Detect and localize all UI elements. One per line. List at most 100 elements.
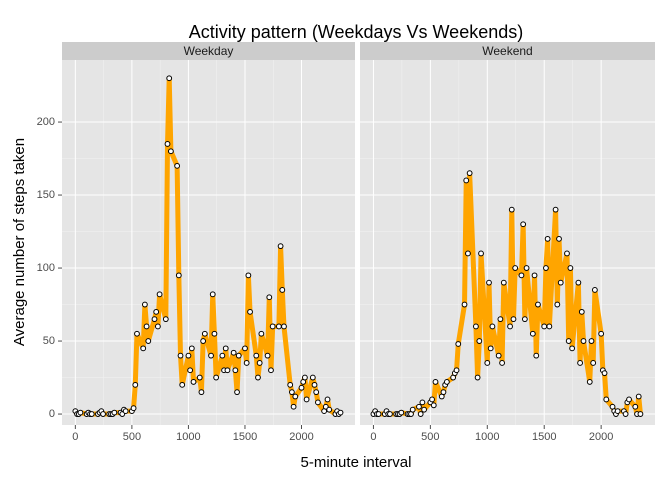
point — [88, 411, 95, 417]
x-tick-label: 1000 — [475, 431, 499, 443]
point — [247, 308, 253, 315]
x-tick-label: 0 — [72, 431, 78, 443]
point — [586, 379, 593, 385]
point — [292, 393, 299, 400]
point — [588, 338, 595, 344]
point — [554, 301, 561, 308]
point — [546, 323, 553, 330]
point — [614, 408, 621, 415]
point — [440, 389, 447, 396]
strip-background — [62, 42, 355, 60]
point — [512, 265, 519, 271]
point — [432, 379, 439, 385]
panel-background — [360, 60, 655, 425]
point — [190, 379, 197, 385]
point — [256, 360, 263, 366]
point — [264, 352, 271, 359]
strip-label: Weekday — [184, 44, 234, 58]
point — [635, 393, 642, 400]
point — [196, 374, 203, 381]
point — [417, 411, 424, 417]
point — [499, 360, 505, 366]
point — [486, 279, 492, 286]
point — [234, 389, 240, 396]
point — [601, 370, 608, 377]
point — [337, 409, 344, 416]
point — [478, 250, 484, 257]
point — [298, 384, 305, 391]
point — [531, 272, 538, 279]
x-tick-label: 500 — [123, 431, 141, 443]
x-tick-label: 1500 — [532, 431, 556, 443]
point — [637, 411, 644, 417]
point — [198, 389, 205, 396]
point — [290, 403, 297, 410]
point — [387, 411, 393, 417]
point — [311, 381, 318, 388]
point — [258, 330, 265, 337]
point — [626, 396, 632, 403]
point — [497, 316, 504, 323]
point — [375, 411, 382, 417]
point — [324, 396, 331, 403]
point — [430, 402, 437, 409]
point — [575, 279, 582, 286]
strip-label: Weekend — [482, 44, 532, 58]
point — [130, 405, 137, 412]
point — [398, 409, 405, 416]
point — [309, 374, 316, 381]
point — [245, 272, 252, 279]
point — [544, 235, 551, 242]
point — [185, 352, 192, 359]
point — [287, 381, 294, 388]
point — [510, 316, 517, 323]
point — [556, 235, 562, 242]
point — [535, 301, 541, 308]
point — [134, 330, 140, 337]
point — [429, 396, 435, 403]
point — [313, 389, 320, 396]
point — [302, 374, 308, 381]
y-tick-label: 200 — [37, 116, 55, 128]
point — [419, 399, 426, 406]
point — [315, 399, 321, 406]
point — [188, 345, 195, 352]
point — [577, 360, 583, 366]
point — [213, 374, 220, 381]
point — [463, 177, 470, 184]
point — [603, 396, 610, 403]
point — [520, 221, 527, 228]
point — [564, 250, 570, 257]
y-tick-label: 0 — [49, 408, 55, 420]
strip-background — [360, 42, 655, 60]
point — [162, 316, 169, 323]
point — [591, 287, 598, 293]
point — [543, 265, 549, 271]
point — [466, 170, 473, 177]
point — [552, 206, 559, 213]
point — [487, 345, 494, 352]
point — [266, 294, 273, 301]
point — [242, 345, 248, 352]
point — [443, 379, 450, 385]
point — [557, 279, 564, 286]
point — [141, 301, 148, 308]
point — [500, 279, 507, 286]
point — [288, 389, 295, 396]
y-tick-label: 150 — [37, 189, 55, 201]
point — [455, 341, 462, 347]
point — [303, 396, 310, 403]
point — [122, 408, 129, 415]
point — [164, 141, 171, 147]
point — [201, 330, 208, 337]
point — [211, 330, 218, 337]
point — [421, 406, 428, 413]
point — [154, 323, 161, 330]
point — [569, 345, 576, 352]
point — [622, 411, 629, 417]
point — [489, 323, 496, 330]
point — [235, 352, 242, 359]
point — [140, 345, 147, 352]
point — [230, 349, 237, 356]
